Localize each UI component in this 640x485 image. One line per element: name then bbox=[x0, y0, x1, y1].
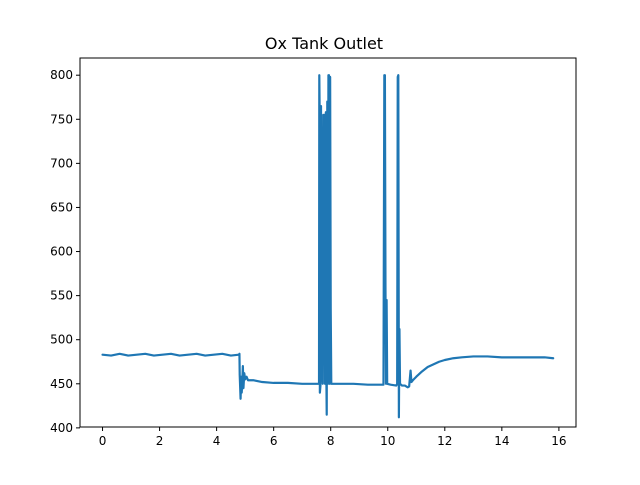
y-tick-label: 400 bbox=[50, 421, 73, 435]
x-tick-label: 14 bbox=[494, 434, 509, 448]
chart-title: Ox Tank Outlet bbox=[265, 34, 383, 53]
x-tick-label: 16 bbox=[551, 434, 566, 448]
series-line-0 bbox=[101, 74, 555, 419]
x-tick-label: 8 bbox=[327, 434, 335, 448]
series-layer bbox=[101, 74, 555, 419]
x-tick-label: 6 bbox=[270, 434, 278, 448]
y-tick-label: 600 bbox=[50, 245, 73, 259]
plot-frame bbox=[79, 57, 577, 428]
x-tick-label: 4 bbox=[213, 434, 221, 448]
y-tick-label: 650 bbox=[50, 200, 73, 214]
x-tick-label: 2 bbox=[156, 434, 164, 448]
x-tick-label: 10 bbox=[380, 434, 395, 448]
y-tick-label: 800 bbox=[50, 68, 73, 82]
axes-layer: 0 2 4 6 8 10 12 14 16 400 450 500 550 600 650 700 750 800 bbox=[50, 57, 577, 448]
x-tick-label: 0 bbox=[99, 434, 107, 448]
y-tick-label: 450 bbox=[50, 377, 73, 391]
y-tick-label: 700 bbox=[50, 156, 73, 170]
x-tick-label: 12 bbox=[437, 434, 452, 448]
y-tick-label: 550 bbox=[50, 289, 73, 303]
y-tick-label: 750 bbox=[50, 112, 73, 126]
y-tick-label: 500 bbox=[50, 333, 73, 347]
